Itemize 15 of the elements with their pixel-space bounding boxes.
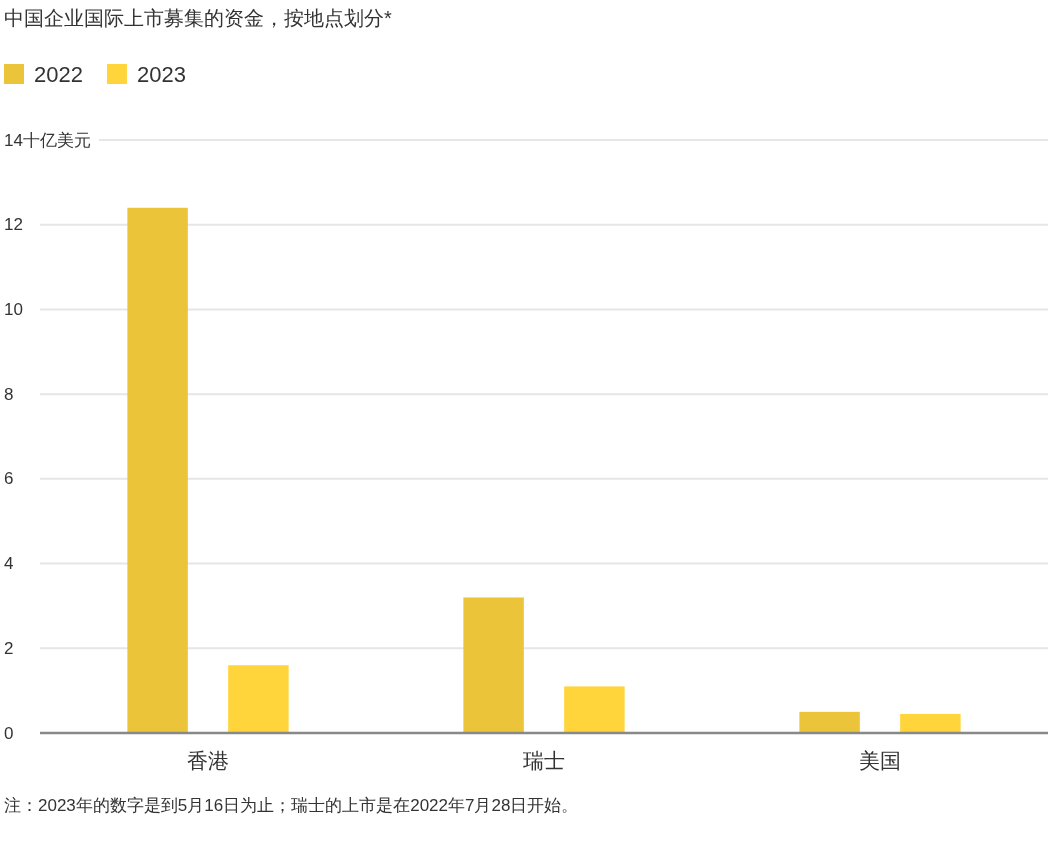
title: 中国企业国际上市募集的资金，按地点划分* <box>4 7 392 29</box>
y-tick-label: 0 <box>4 723 14 743</box>
y-tick-label: 6 <box>4 469 14 489</box>
x-tick-label: 瑞士 <box>523 748 565 772</box>
x-tick-label: 香港 <box>187 748 229 772</box>
y-tick-label: 2 <box>4 638 14 658</box>
annotation: 注：2023年的数字是到5月16日为止；瑞士的上市是在2022年7月28日开始。 <box>4 795 579 815</box>
y-tick-label: 8 <box>4 384 14 404</box>
y-tick-label: 4 <box>4 554 14 574</box>
y-tick-label: 14十亿美元 <box>4 130 91 150</box>
y-tick-label: 10 <box>4 299 23 319</box>
x-tick-label: 美国 <box>859 748 901 772</box>
legend-label: 2022 <box>34 61 83 87</box>
legend-label: 2023 <box>136 61 186 87</box>
y-tick-label: 12 <box>4 215 23 235</box>
